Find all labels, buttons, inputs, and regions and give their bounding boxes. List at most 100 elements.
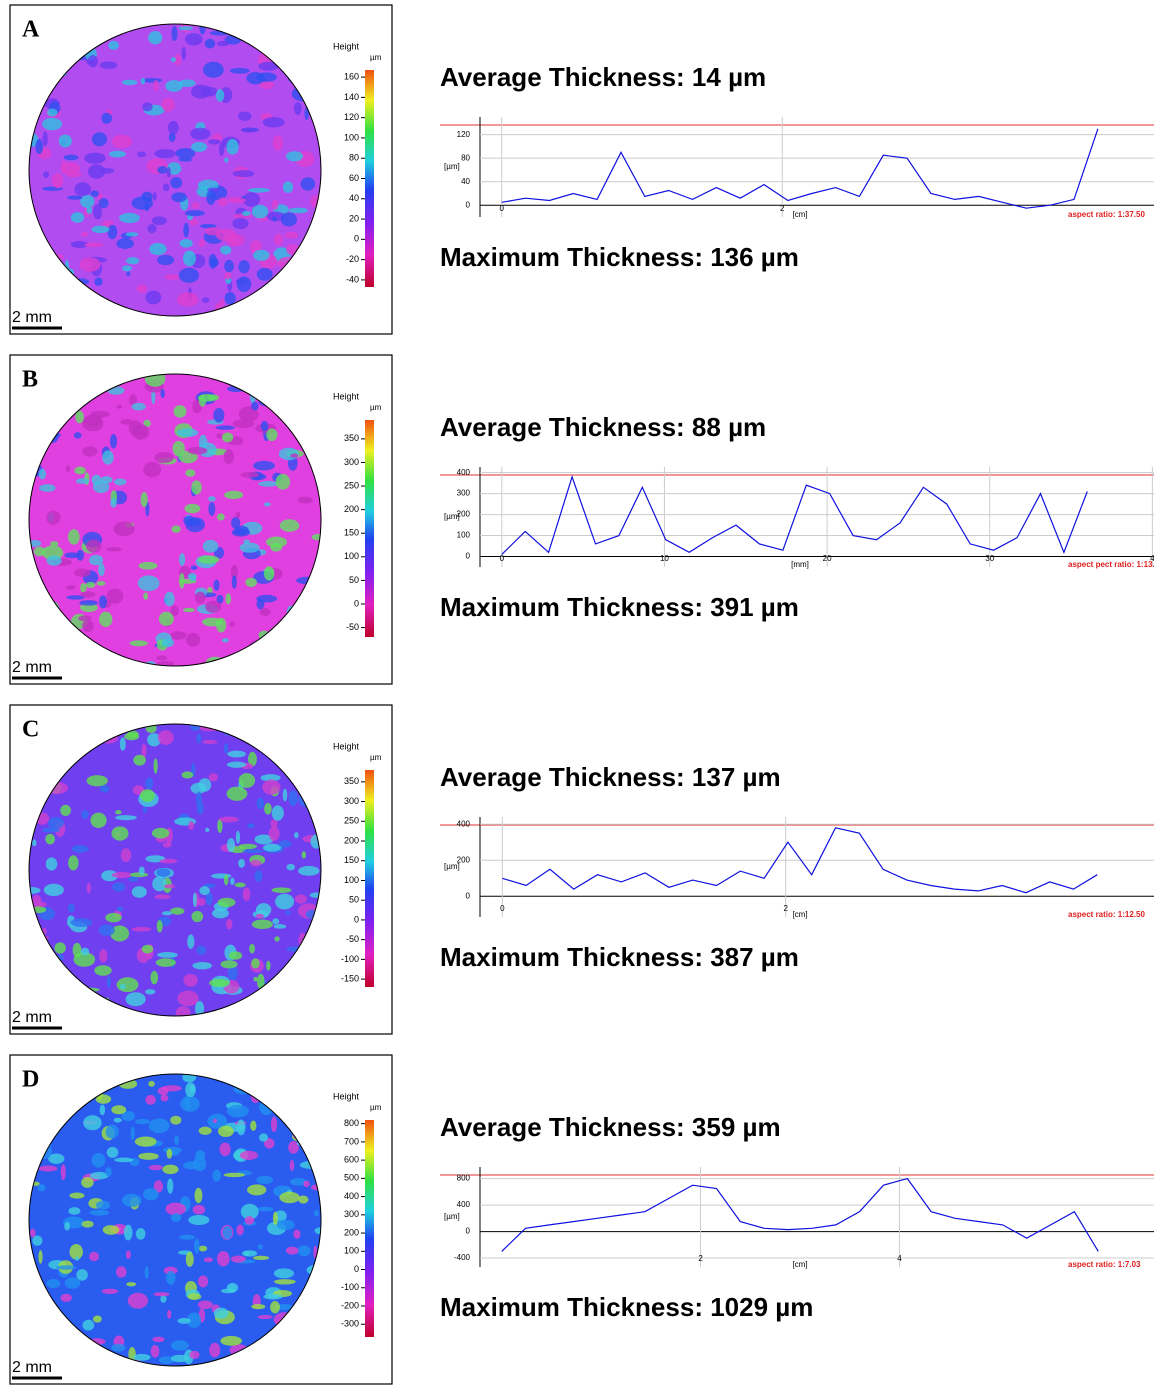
x-tick-label: 4 [1150,554,1154,563]
map-spot [119,983,126,990]
map-spot [158,611,174,626]
map-spot [273,233,284,246]
map-spot [80,194,95,208]
map-spot [297,496,313,504]
map-spot [288,1141,299,1154]
x-tick-label: 10 [660,554,669,563]
map-spot [89,1360,102,1366]
map-spot [314,1227,321,1235]
map-spot [211,873,232,879]
map-spot [309,742,321,757]
panel-frame [9,4,393,335]
map-spot [177,990,199,1007]
height-map [29,24,321,316]
map-spot [160,388,165,399]
map-spot [69,994,88,1005]
map-spot [309,892,321,898]
map-spot [75,410,85,424]
map-spot [135,1228,146,1240]
map-spot [171,525,181,533]
panel-frame [9,354,393,685]
colorbar-tick-label: 40 [349,193,359,203]
map-spot [199,24,206,35]
map-spot [202,61,224,78]
map-spot [282,398,287,413]
map-spot [190,84,212,99]
map-spot [80,591,96,598]
map-spot [106,547,122,552]
map-spot [226,838,236,853]
map-spot [305,732,321,739]
map-spot [258,644,265,658]
map-spot [289,1178,308,1186]
map-spot [282,788,288,802]
map-spot [251,958,260,969]
map-spot [194,591,206,604]
colorbar-tick-label: 100 [344,551,359,561]
map-spot [74,735,94,742]
map-spot [156,920,163,933]
map-spot [289,1159,295,1172]
map-spot [81,231,88,237]
map-spot [303,1358,321,1366]
map-spot [113,521,135,537]
map-spot [167,1178,174,1194]
map-spot [74,466,86,475]
map-spot [270,1301,281,1314]
map-spot [161,638,175,648]
map-spot [276,1219,295,1231]
map-spot [133,754,146,766]
map-outline [28,1073,322,1367]
map-spot [83,1115,102,1131]
map-spot [198,778,212,792]
map-spot [145,724,157,734]
panel-label: B [22,367,38,393]
colorbar [365,770,374,987]
map-spot [303,1078,316,1089]
map-spot [116,906,124,912]
map-spot [29,1341,43,1354]
map-spot [50,285,69,298]
map-spot [91,132,107,147]
map-spot [222,1225,233,1240]
map-spot [137,575,160,592]
map-spot [90,190,99,198]
map-outline [28,23,322,317]
map-spot [207,1113,228,1129]
map-spot [206,190,216,205]
colorbar [365,420,374,637]
map-spot [216,1250,230,1267]
map-spot [235,511,241,519]
map-spot [153,79,159,92]
map-spot [60,162,80,175]
map-spot [105,24,114,30]
map-spot [274,936,280,942]
map-spot [310,834,321,849]
map-spot [99,1104,106,1116]
map-spot [186,1312,202,1328]
map-spot [110,925,130,942]
map-spot [178,267,200,283]
map-spot [251,919,273,930]
map-spot [110,498,117,508]
map-spot [92,37,98,43]
map-spot [256,797,265,810]
map-spot [113,1117,122,1123]
map-spot [79,257,101,272]
colorbar-tick-label: -200 [341,1300,359,1310]
y-tick-label: -400 [454,1253,471,1262]
colorbar-tick-label: -40 [346,274,359,284]
colorbar-unit: µm [370,403,382,412]
map-spot [282,181,294,193]
colorbar-tick-label: -300 [341,1319,359,1329]
map-spot [266,536,288,548]
colorbar-tick-label: 250 [344,480,359,490]
map-spot [48,1153,65,1164]
map-spot [54,942,66,954]
map-spot [167,120,179,135]
map-spot [138,1152,159,1160]
map-spot [76,549,85,561]
map-spot [94,277,103,286]
map-spot [35,622,52,633]
map-spot [273,1268,295,1279]
